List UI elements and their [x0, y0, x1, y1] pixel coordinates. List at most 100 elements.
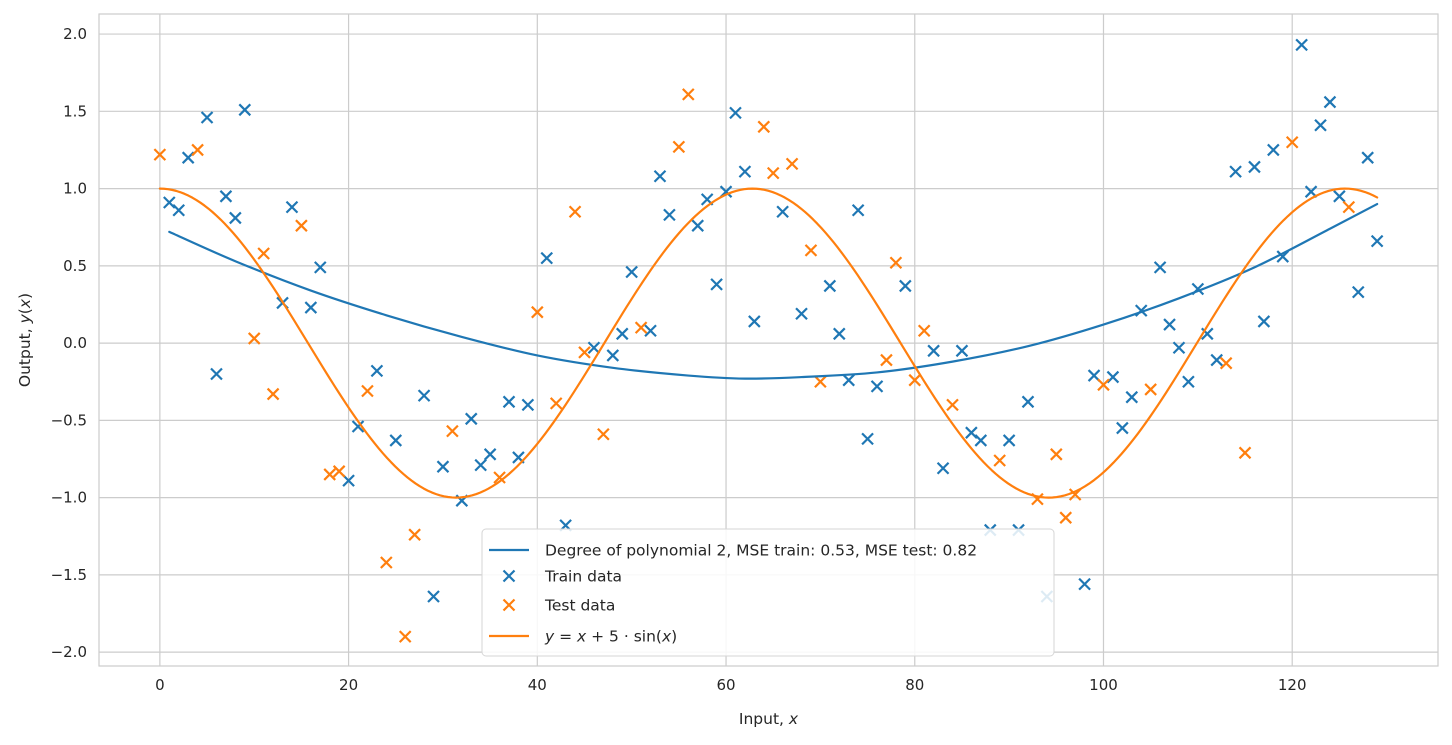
data-point [1361, 151, 1374, 164]
data-point [446, 424, 459, 438]
marker-x [493, 471, 506, 484]
data-point [1125, 390, 1139, 404]
marker-x [417, 389, 431, 402]
y-tick-label: 0.0 [63, 334, 87, 352]
data-point [314, 261, 327, 274]
marker-x [965, 426, 978, 439]
marker-x [738, 165, 752, 178]
data-point [814, 375, 827, 388]
marker-x [1276, 250, 1290, 263]
marker-x [1163, 318, 1176, 331]
marker-x [1257, 315, 1271, 328]
marker-x [1125, 390, 1139, 404]
x-axis-label-text: Input, [739, 710, 789, 728]
marker-x [446, 424, 459, 438]
data-point [361, 384, 374, 398]
marker-x [993, 454, 1006, 467]
legend-label: y = x + 5 · sin(x) [544, 628, 677, 646]
marker-x [1219, 356, 1233, 370]
y-tick-label: −1.5 [51, 566, 87, 584]
data-point [1229, 165, 1242, 178]
data-point [785, 157, 799, 171]
marker-x [663, 208, 676, 222]
marker-x [899, 279, 912, 293]
marker-x [757, 120, 771, 134]
data-point [323, 468, 336, 481]
marker-x [181, 151, 195, 164]
data-point [1267, 143, 1280, 157]
marker-x [653, 169, 667, 183]
data-point [464, 412, 478, 426]
data-point [776, 205, 789, 219]
data-point [568, 205, 582, 219]
data-point [908, 373, 922, 387]
legend-item-0: Degree of polynomial 2, MSE train: 0.53,… [489, 542, 977, 560]
legend-swatch-marker [502, 569, 516, 583]
marker-x [295, 219, 308, 232]
data-point [247, 332, 261, 345]
marker-x [257, 247, 270, 260]
marker-x [436, 460, 450, 473]
marker-x [549, 397, 563, 410]
marker-x [710, 278, 723, 291]
data-point [332, 465, 346, 478]
y-tick-label: 0.5 [63, 257, 87, 275]
marker-x [1370, 234, 1384, 248]
data-point [851, 203, 865, 217]
data-point [474, 458, 487, 472]
y-axis-label-text: Output, [16, 323, 34, 387]
marker-x [1285, 135, 1299, 149]
data-point [710, 278, 723, 291]
y-axis-label: Output, y(x) [16, 293, 34, 387]
marker-x [955, 344, 969, 358]
marker-x [1182, 375, 1195, 388]
marker-x [502, 598, 516, 612]
data-point [691, 219, 705, 232]
data-point [417, 389, 431, 402]
data-point [870, 380, 884, 393]
y-axis-label-paren: ) [16, 293, 34, 299]
data-point [1106, 370, 1120, 384]
data-point [191, 143, 204, 157]
x-axis-label: Input, x [739, 710, 799, 728]
marker-x [1172, 341, 1186, 355]
marker-x [804, 244, 818, 257]
marker-x [691, 219, 705, 232]
marker-x [568, 205, 582, 219]
legend-label-part: y [544, 628, 555, 646]
data-point [295, 219, 308, 232]
marker-x [974, 434, 988, 447]
data-point [502, 395, 516, 409]
data-point [757, 120, 771, 134]
tick-labels: 0 20 40 60 80 100 120 −2.0 −1.5 −1.0 −0.5 0.0 0.5 1.0… [51, 25, 1307, 694]
data-point [1351, 285, 1365, 299]
data-point [1116, 421, 1129, 435]
y-axis-label-var: y [16, 313, 34, 324]
data-point [653, 169, 667, 183]
marker-x [729, 106, 742, 120]
legend-label-part: + 5 · [586, 628, 633, 646]
marker-x [1342, 200, 1356, 214]
data-point [832, 327, 846, 341]
marker-x [304, 301, 318, 314]
legend-label: Train data [544, 568, 622, 586]
data-point [634, 321, 648, 334]
data-point [266, 387, 280, 401]
data-point [795, 307, 808, 321]
marker-x [1153, 261, 1167, 274]
data-point [936, 461, 950, 475]
marker-x [1351, 285, 1365, 299]
data-point [1059, 511, 1073, 524]
marker-x [483, 448, 497, 461]
marker-x [776, 205, 789, 219]
marker-x [474, 458, 487, 472]
data-point [946, 398, 959, 412]
data-point [285, 200, 299, 214]
data-point [1257, 315, 1271, 328]
marker-x [917, 324, 931, 338]
marker-x [1229, 165, 1242, 178]
marker-x [644, 324, 657, 338]
marker-x [748, 315, 761, 328]
marker-x [172, 203, 186, 217]
